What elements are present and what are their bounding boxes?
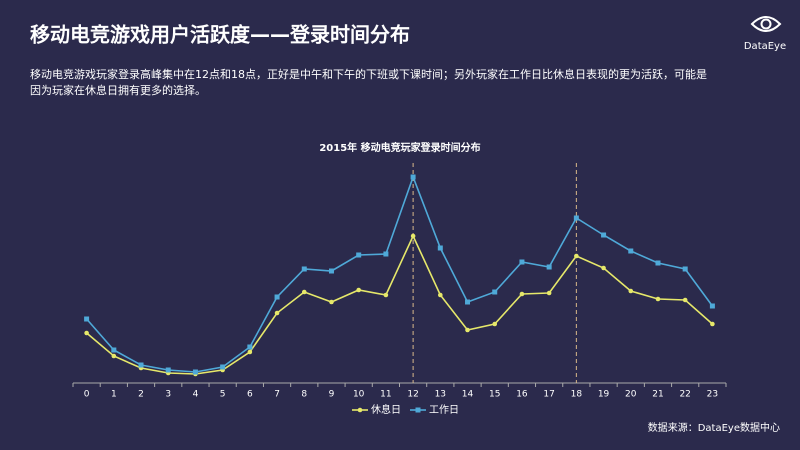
point bbox=[356, 252, 362, 258]
legend-marker bbox=[415, 407, 421, 413]
point bbox=[682, 266, 688, 272]
point bbox=[492, 289, 498, 295]
x-tick-label: 15 bbox=[489, 390, 500, 400]
point bbox=[192, 369, 198, 375]
x-tick-label: 14 bbox=[462, 390, 474, 400]
point bbox=[655, 296, 661, 302]
x-tick-label: 6 bbox=[247, 390, 253, 400]
series-line bbox=[86, 234, 713, 375]
description: 因为玩家在休息日拥有更多的选择。 bbox=[30, 83, 206, 97]
point bbox=[84, 316, 90, 322]
point bbox=[111, 347, 117, 353]
point bbox=[438, 292, 443, 298]
point bbox=[274, 294, 280, 300]
point bbox=[356, 287, 361, 293]
x-tick-label: 10 bbox=[353, 390, 365, 400]
x-tick-label: 1 bbox=[111, 390, 117, 400]
point bbox=[655, 260, 661, 266]
point bbox=[247, 344, 253, 350]
description: 移动电竞游戏玩家登录高峰集中在12点和18点，正好是中午和下午的下班或下课时间；… bbox=[30, 67, 707, 81]
point bbox=[329, 299, 334, 305]
x-tick-label: 23 bbox=[707, 390, 718, 400]
point bbox=[709, 303, 715, 309]
x-tick-label: 4 bbox=[193, 390, 199, 400]
point bbox=[328, 268, 334, 274]
logo-icon bbox=[750, 16, 782, 32]
x-tick-label: 17 bbox=[543, 390, 554, 400]
point bbox=[138, 362, 144, 368]
point bbox=[84, 330, 89, 336]
point bbox=[465, 327, 470, 333]
point bbox=[301, 266, 307, 272]
point bbox=[601, 232, 607, 238]
x-tick-label: 11 bbox=[380, 390, 391, 400]
logo-text: DataEye bbox=[744, 41, 786, 52]
x-tick-label: 7 bbox=[274, 390, 280, 400]
x-tick-label: 0 bbox=[84, 390, 90, 400]
x-tick-label: 3 bbox=[165, 390, 171, 400]
x-tick-label: 2 bbox=[138, 390, 144, 400]
point bbox=[628, 248, 634, 254]
point bbox=[492, 321, 498, 327]
point bbox=[710, 321, 715, 327]
x-tick-label: 5 bbox=[220, 390, 226, 400]
point bbox=[301, 289, 307, 295]
point bbox=[628, 288, 634, 294]
point bbox=[574, 253, 579, 259]
point bbox=[410, 174, 416, 180]
point bbox=[546, 290, 552, 296]
point bbox=[165, 367, 171, 373]
series-line bbox=[86, 174, 714, 373]
legend-label: 工作日 bbox=[429, 404, 459, 416]
point bbox=[437, 245, 443, 251]
x-tick-label: 9 bbox=[329, 390, 335, 400]
point bbox=[682, 297, 688, 303]
point bbox=[274, 310, 280, 316]
chart-title: 2015年 移动电竞玩家登录时间分布 bbox=[319, 141, 480, 154]
x-tick-label: 18 bbox=[571, 390, 583, 400]
point bbox=[410, 233, 416, 239]
x-tick-label: 19 bbox=[598, 390, 610, 400]
point bbox=[247, 349, 253, 355]
point bbox=[519, 291, 525, 297]
legend-label: 休息日 bbox=[371, 403, 401, 416]
point bbox=[465, 299, 471, 305]
x-tick-label: 20 bbox=[625, 390, 637, 400]
point bbox=[601, 265, 606, 271]
x-tick-label: 21 bbox=[652, 390, 663, 400]
x-tick-label: 12 bbox=[407, 390, 418, 400]
slide-title: 移动电竞游戏用户活跃度——登录时间分布 bbox=[30, 23, 410, 47]
point bbox=[111, 353, 117, 359]
x-tick-label: 8 bbox=[301, 390, 307, 400]
point bbox=[383, 292, 389, 298]
x-tick-label: 16 bbox=[516, 390, 528, 400]
x-tick-label: 22 bbox=[679, 390, 690, 400]
source: 数据来源：DataEye数据中心 bbox=[648, 421, 780, 434]
point bbox=[220, 364, 226, 370]
x-tick-label: 13 bbox=[435, 390, 446, 400]
point bbox=[573, 215, 579, 221]
point bbox=[383, 251, 389, 257]
point bbox=[546, 264, 552, 270]
point bbox=[519, 259, 525, 265]
legend-marker bbox=[357, 407, 363, 413]
